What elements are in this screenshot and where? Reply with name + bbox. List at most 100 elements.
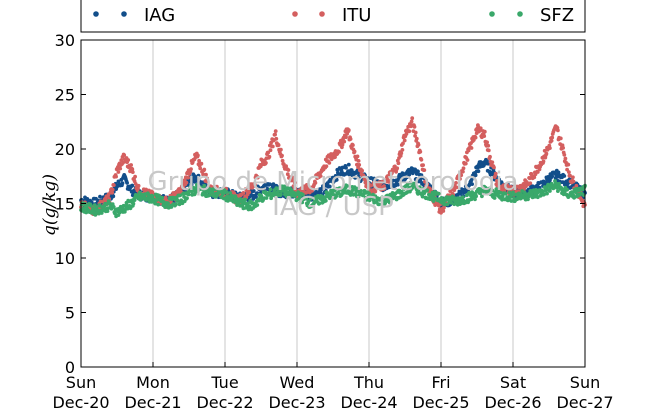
x-tick-day: Wed bbox=[280, 373, 315, 392]
data-point bbox=[348, 137, 353, 141]
data-point bbox=[361, 174, 366, 178]
data-point bbox=[189, 182, 194, 187]
data-point bbox=[425, 182, 430, 187]
y-tick-label: 5 bbox=[65, 304, 75, 323]
x-tick-date: Dec-27 bbox=[556, 393, 613, 409]
data-point bbox=[198, 166, 203, 171]
data-point bbox=[344, 165, 348, 170]
data-point bbox=[571, 175, 575, 180]
data-point bbox=[313, 181, 318, 185]
data-point bbox=[328, 195, 333, 199]
data-point bbox=[571, 179, 576, 184]
data-point bbox=[366, 186, 371, 191]
data-point bbox=[561, 146, 565, 150]
data-point bbox=[181, 185, 186, 190]
data-point bbox=[357, 163, 362, 167]
x-tick-date: Dec-21 bbox=[124, 393, 181, 409]
data-point bbox=[447, 195, 451, 200]
data-point bbox=[387, 200, 392, 205]
data-point bbox=[378, 184, 382, 189]
data-point bbox=[544, 151, 549, 156]
data-point bbox=[246, 201, 250, 206]
data-point bbox=[255, 203, 260, 207]
legend-label-itu: ITU bbox=[342, 5, 371, 26]
data-point bbox=[360, 168, 364, 173]
data-point bbox=[241, 191, 246, 195]
data-point bbox=[327, 184, 332, 189]
watermark-line-2: IAG / USP bbox=[272, 192, 394, 222]
data-point bbox=[511, 190, 515, 195]
data-point bbox=[196, 153, 200, 158]
data-point bbox=[116, 170, 121, 174]
data-point bbox=[174, 202, 178, 207]
data-point bbox=[150, 190, 155, 195]
data-point bbox=[492, 165, 496, 170]
data-point bbox=[279, 147, 283, 152]
x-tick-date: Dec-23 bbox=[268, 393, 325, 409]
data-point bbox=[478, 126, 483, 131]
data-point bbox=[461, 195, 465, 200]
data-point bbox=[480, 194, 484, 199]
data-point bbox=[355, 154, 360, 159]
data-point bbox=[130, 167, 135, 172]
x-tick-date: Dec-24 bbox=[340, 393, 397, 409]
data-point bbox=[98, 199, 103, 204]
data-point bbox=[550, 174, 555, 179]
data-point bbox=[396, 161, 401, 166]
data-point bbox=[416, 142, 421, 147]
data-point bbox=[88, 203, 93, 208]
data-point bbox=[178, 193, 183, 198]
data-point bbox=[125, 206, 130, 211]
data-point bbox=[419, 173, 424, 178]
data-point bbox=[285, 172, 290, 177]
axis-ticks bbox=[80, 39, 586, 368]
data-point bbox=[418, 178, 423, 183]
data-point bbox=[133, 182, 138, 186]
data-point bbox=[308, 196, 313, 201]
data-point bbox=[490, 188, 495, 193]
y-axis-label: q(g/kg) bbox=[40, 174, 60, 236]
data-point bbox=[490, 160, 495, 165]
data-point bbox=[334, 178, 339, 182]
data-point bbox=[196, 173, 201, 178]
data-point bbox=[114, 174, 118, 179]
data-point bbox=[382, 186, 387, 191]
data-point bbox=[197, 158, 202, 163]
x-tick-day: Mon bbox=[136, 373, 170, 392]
data-point bbox=[323, 198, 328, 203]
data-point bbox=[485, 140, 489, 145]
data-point bbox=[119, 158, 124, 163]
data-point bbox=[169, 205, 174, 209]
data-point bbox=[121, 160, 125, 165]
data-point bbox=[563, 156, 568, 161]
y-tick-label: 10 bbox=[55, 249, 75, 268]
grid-lines bbox=[152, 40, 514, 367]
data-point bbox=[111, 194, 116, 199]
data-point bbox=[413, 181, 418, 186]
data-point bbox=[276, 143, 281, 148]
data-point bbox=[205, 176, 210, 181]
data-point bbox=[257, 198, 261, 203]
data-point bbox=[299, 186, 304, 191]
data-point bbox=[154, 198, 159, 202]
data-point bbox=[410, 116, 415, 121]
data-point bbox=[327, 161, 332, 165]
data-point bbox=[545, 191, 549, 196]
data-point bbox=[185, 196, 189, 201]
data-point bbox=[310, 189, 314, 193]
data-point bbox=[105, 209, 110, 214]
data-point bbox=[270, 144, 275, 149]
data-point bbox=[126, 158, 131, 162]
data-point bbox=[204, 172, 208, 177]
data-point bbox=[508, 184, 513, 189]
data-point bbox=[104, 202, 109, 207]
data-point bbox=[542, 192, 546, 197]
data-point bbox=[193, 191, 197, 196]
data-point bbox=[274, 136, 279, 141]
data-point bbox=[400, 171, 405, 176]
data-point bbox=[247, 204, 252, 209]
data-point bbox=[557, 181, 561, 186]
data-point bbox=[110, 190, 114, 195]
data-point bbox=[458, 177, 462, 181]
data-point bbox=[526, 197, 530, 202]
